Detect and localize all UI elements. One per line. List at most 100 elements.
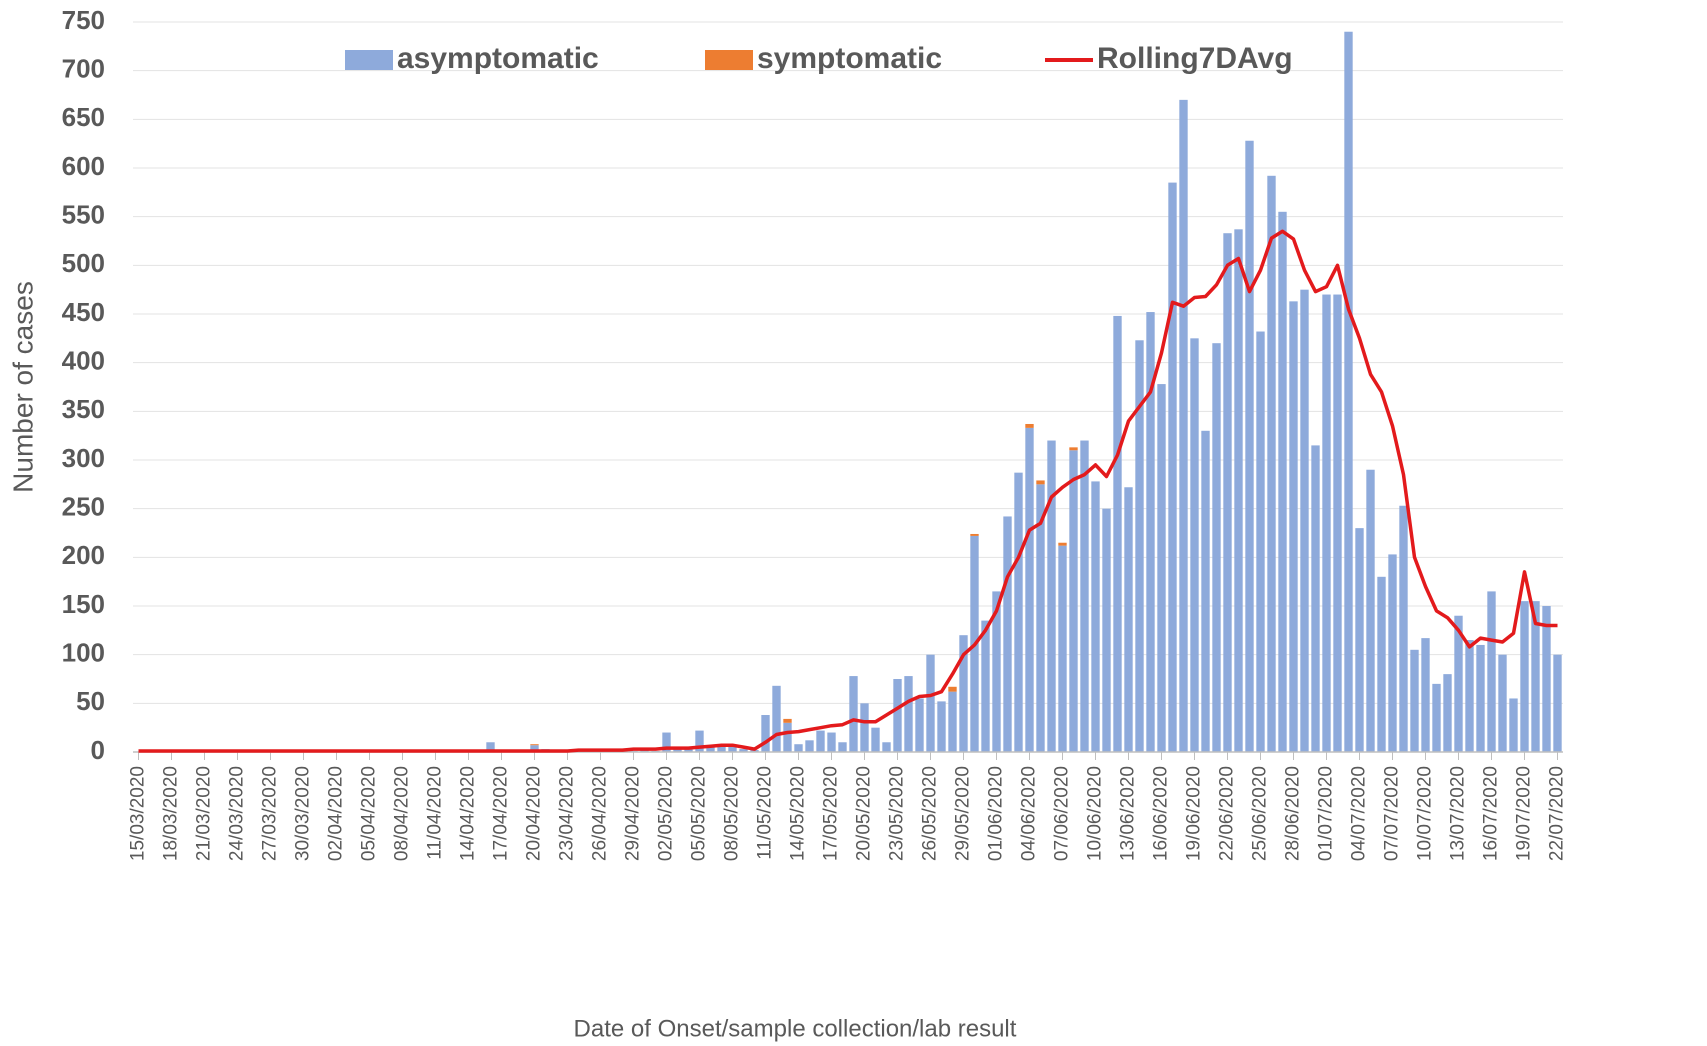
bar <box>948 691 957 752</box>
bar <box>695 730 704 752</box>
y-tick-label: 50 <box>76 686 105 716</box>
x-tick-label: 25/06/2020 <box>1250 766 1271 861</box>
bar <box>882 742 891 752</box>
y-tick-label: 350 <box>62 394 105 424</box>
x-tick-label: 26/05/2020 <box>920 766 941 861</box>
bar <box>1509 698 1518 752</box>
y-tick-label: 600 <box>62 151 105 181</box>
x-tick-label: 07/07/2020 <box>1382 766 1403 861</box>
bar <box>838 742 847 752</box>
x-tick-label: 29/04/2020 <box>623 766 644 861</box>
bar <box>1146 312 1155 752</box>
y-tick-label: 200 <box>62 540 105 570</box>
bar <box>1399 505 1408 752</box>
bar <box>1069 450 1078 752</box>
y-tick-label: 650 <box>62 102 105 132</box>
bar <box>684 748 693 752</box>
bar <box>1025 423 1034 428</box>
y-tick-label: 750 <box>62 5 105 35</box>
x-tick-label: 14/04/2020 <box>458 766 479 861</box>
bar <box>706 746 715 752</box>
x-tick-label: 05/05/2020 <box>689 766 710 861</box>
bar <box>783 722 792 752</box>
legend-label: asymptomatic <box>397 42 599 75</box>
bar <box>805 740 814 752</box>
bar <box>1102 508 1111 752</box>
bar <box>1069 447 1078 451</box>
bar <box>1410 649 1419 752</box>
bar <box>1113 315 1122 752</box>
bar <box>860 703 869 752</box>
bar <box>1047 440 1056 752</box>
x-tick-label: 04/06/2020 <box>1019 766 1040 861</box>
bar <box>1300 289 1309 752</box>
legend-swatch <box>705 50 753 70</box>
bar <box>640 750 649 752</box>
bar <box>1058 545 1067 752</box>
x-tick-label: 23/05/2020 <box>887 766 908 861</box>
bar <box>1234 229 1243 752</box>
bar <box>1058 542 1067 546</box>
x-tick-label: 01/07/2020 <box>1316 766 1337 861</box>
bar <box>1157 384 1166 752</box>
bar <box>904 676 913 752</box>
x-tick-label: 13/07/2020 <box>1448 766 1469 861</box>
bar <box>1278 211 1287 753</box>
x-tick-label: 23/04/2020 <box>557 766 578 861</box>
x-tick-label: 01/06/2020 <box>986 766 1007 861</box>
x-tick-label: 17/05/2020 <box>821 766 842 861</box>
bar <box>959 635 968 752</box>
bar <box>926 654 935 752</box>
bar <box>1366 469 1375 752</box>
y-tick-label: 0 <box>91 735 105 765</box>
bar <box>1454 615 1463 752</box>
x-tick-label: 16/07/2020 <box>1481 766 1502 861</box>
y-axis-title: Number of cases <box>7 281 38 493</box>
bar <box>1135 340 1144 752</box>
bar <box>849 676 858 752</box>
bar <box>1344 31 1353 752</box>
x-axis-title: Date of Onset/sample collection/lab resu… <box>574 1015 1017 1042</box>
x-tick-label: 20/04/2020 <box>524 766 545 861</box>
bar <box>761 715 770 752</box>
y-tick-label: 450 <box>62 297 105 327</box>
x-tick-label: 15/03/2020 <box>128 766 149 861</box>
bar <box>1432 683 1441 752</box>
y-tick-label: 100 <box>62 638 105 668</box>
bar <box>970 533 979 536</box>
bar <box>1267 175 1276 752</box>
x-tick-label: 14/05/2020 <box>788 766 809 861</box>
y-tick-label: 700 <box>62 54 105 84</box>
bar <box>673 749 682 752</box>
x-tick-label: 08/05/2020 <box>722 766 743 861</box>
bar <box>1036 484 1045 752</box>
bar <box>1124 487 1133 752</box>
bar <box>915 698 924 752</box>
x-tick-label: 04/07/2020 <box>1349 766 1370 861</box>
x-tick-label: 22/07/2020 <box>1547 766 1568 861</box>
y-tick-label: 300 <box>62 443 105 473</box>
bar <box>662 732 671 752</box>
x-tick-label: 05/04/2020 <box>359 766 380 861</box>
legend-label: symptomatic <box>757 42 942 75</box>
x-tick-label: 24/03/2020 <box>227 766 248 861</box>
y-tick-label: 150 <box>62 589 105 619</box>
x-tick-label: 20/05/2020 <box>854 766 875 861</box>
bar <box>1168 182 1177 753</box>
x-tick-label: 10/07/2020 <box>1415 766 1436 861</box>
x-tick-label: 28/06/2020 <box>1283 766 1304 861</box>
bar <box>794 744 803 752</box>
x-tick-label: 29/05/2020 <box>953 766 974 861</box>
bar <box>739 749 748 752</box>
bar <box>1443 674 1452 752</box>
x-tick-label: 02/04/2020 <box>326 766 347 861</box>
bar <box>1498 654 1507 752</box>
x-tick-label: 19/07/2020 <box>1514 766 1535 861</box>
bar <box>1542 606 1551 752</box>
bar <box>992 591 1001 752</box>
bar <box>1355 528 1364 752</box>
bar <box>717 744 726 752</box>
bar <box>1333 294 1342 752</box>
bar <box>1036 480 1045 485</box>
